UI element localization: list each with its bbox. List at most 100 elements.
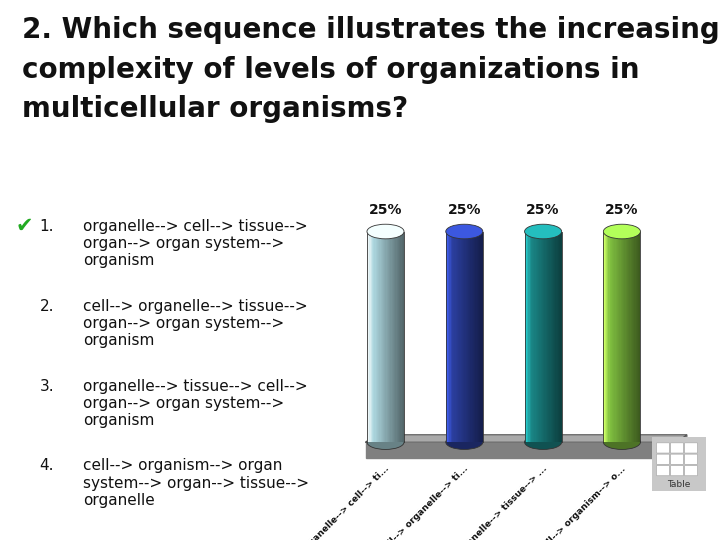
Polygon shape — [618, 232, 619, 442]
Polygon shape — [610, 232, 611, 442]
Polygon shape — [366, 442, 678, 458]
Polygon shape — [456, 232, 457, 442]
Polygon shape — [558, 232, 559, 442]
FancyBboxPatch shape — [685, 443, 698, 453]
Polygon shape — [381, 232, 382, 442]
Polygon shape — [541, 232, 542, 442]
Text: cell--> organelle--> ti...: cell--> organelle--> ti... — [379, 464, 470, 540]
Text: cell--> organism--> o...: cell--> organism--> o... — [538, 464, 628, 540]
Polygon shape — [636, 232, 638, 442]
Polygon shape — [392, 232, 393, 442]
Polygon shape — [607, 232, 608, 442]
Polygon shape — [393, 232, 394, 442]
Text: organelle--> cell--> tissue-->
organ--> organ system-->
organism: organelle--> cell--> tissue--> organ--> … — [83, 219, 307, 268]
Polygon shape — [534, 232, 536, 442]
Polygon shape — [626, 232, 627, 442]
Polygon shape — [559, 232, 560, 442]
Ellipse shape — [367, 435, 404, 449]
Polygon shape — [451, 232, 452, 442]
Polygon shape — [544, 232, 546, 442]
Polygon shape — [531, 232, 532, 442]
Polygon shape — [631, 232, 632, 442]
Polygon shape — [453, 232, 454, 442]
FancyBboxPatch shape — [685, 454, 698, 464]
Polygon shape — [617, 232, 618, 442]
Polygon shape — [624, 232, 626, 442]
FancyBboxPatch shape — [670, 454, 683, 464]
Ellipse shape — [446, 224, 483, 239]
Polygon shape — [469, 232, 470, 442]
Text: cell--> organism--> organ
system--> organ--> tissue-->
organelle: cell--> organism--> organ system--> orga… — [83, 458, 309, 508]
Polygon shape — [678, 435, 687, 458]
Polygon shape — [622, 232, 623, 442]
Text: 2.: 2. — [40, 299, 54, 314]
Text: ✔: ✔ — [16, 216, 33, 236]
Polygon shape — [461, 232, 462, 442]
Polygon shape — [377, 232, 378, 442]
Polygon shape — [546, 232, 548, 442]
Polygon shape — [554, 232, 555, 442]
Polygon shape — [532, 232, 534, 442]
Text: 1.: 1. — [40, 219, 54, 234]
Polygon shape — [606, 232, 607, 442]
Polygon shape — [371, 232, 372, 442]
Polygon shape — [464, 232, 466, 442]
Polygon shape — [473, 232, 474, 442]
Polygon shape — [537, 232, 538, 442]
Ellipse shape — [446, 435, 483, 449]
Polygon shape — [623, 232, 624, 442]
Polygon shape — [449, 232, 451, 442]
Polygon shape — [560, 232, 562, 442]
Polygon shape — [400, 232, 402, 442]
Text: organelle--> tissue--> cell-->
organ--> organ system-->
organism: organelle--> tissue--> cell--> organ--> … — [83, 379, 307, 428]
Polygon shape — [551, 232, 552, 442]
Polygon shape — [612, 232, 613, 442]
Text: cell--> organelle--> tissue-->
organ--> organ system-->
organism: cell--> organelle--> tissue--> organ--> … — [83, 299, 307, 348]
Polygon shape — [608, 232, 610, 442]
Polygon shape — [454, 232, 456, 442]
Text: multicellular organisms?: multicellular organisms? — [22, 95, 408, 123]
Polygon shape — [629, 232, 631, 442]
Polygon shape — [378, 232, 379, 442]
FancyBboxPatch shape — [657, 454, 670, 464]
Polygon shape — [548, 232, 549, 442]
Polygon shape — [619, 232, 621, 442]
Text: 2. Which sequence illustrates the increasing: 2. Which sequence illustrates the increa… — [22, 16, 719, 44]
Ellipse shape — [367, 224, 404, 239]
Polygon shape — [543, 232, 544, 442]
Polygon shape — [368, 232, 369, 442]
Polygon shape — [388, 232, 390, 442]
Polygon shape — [536, 232, 537, 442]
Polygon shape — [605, 232, 606, 442]
Polygon shape — [385, 232, 387, 442]
Polygon shape — [462, 232, 463, 442]
Polygon shape — [467, 232, 468, 442]
Polygon shape — [397, 232, 398, 442]
Polygon shape — [366, 435, 687, 442]
Polygon shape — [638, 232, 639, 442]
Polygon shape — [372, 232, 373, 442]
Ellipse shape — [603, 224, 641, 239]
Polygon shape — [379, 232, 381, 442]
FancyBboxPatch shape — [647, 433, 710, 496]
Polygon shape — [395, 232, 397, 442]
Ellipse shape — [525, 224, 562, 239]
Polygon shape — [621, 232, 622, 442]
Polygon shape — [376, 232, 377, 442]
Ellipse shape — [525, 435, 562, 449]
Polygon shape — [474, 232, 475, 442]
Polygon shape — [479, 232, 480, 442]
Polygon shape — [472, 232, 473, 442]
Polygon shape — [475, 232, 477, 442]
Polygon shape — [384, 232, 385, 442]
Text: organelle--> tissue--> ...: organelle--> tissue--> ... — [454, 464, 549, 540]
Text: organelle--> cell--> ti...: organelle--> cell--> ti... — [300, 464, 391, 540]
Polygon shape — [614, 232, 616, 442]
Text: 25%: 25% — [448, 203, 481, 217]
Polygon shape — [478, 232, 479, 442]
Polygon shape — [627, 232, 628, 442]
Text: Table: Table — [667, 481, 690, 489]
Polygon shape — [463, 232, 464, 442]
Polygon shape — [553, 232, 554, 442]
Polygon shape — [387, 232, 388, 442]
